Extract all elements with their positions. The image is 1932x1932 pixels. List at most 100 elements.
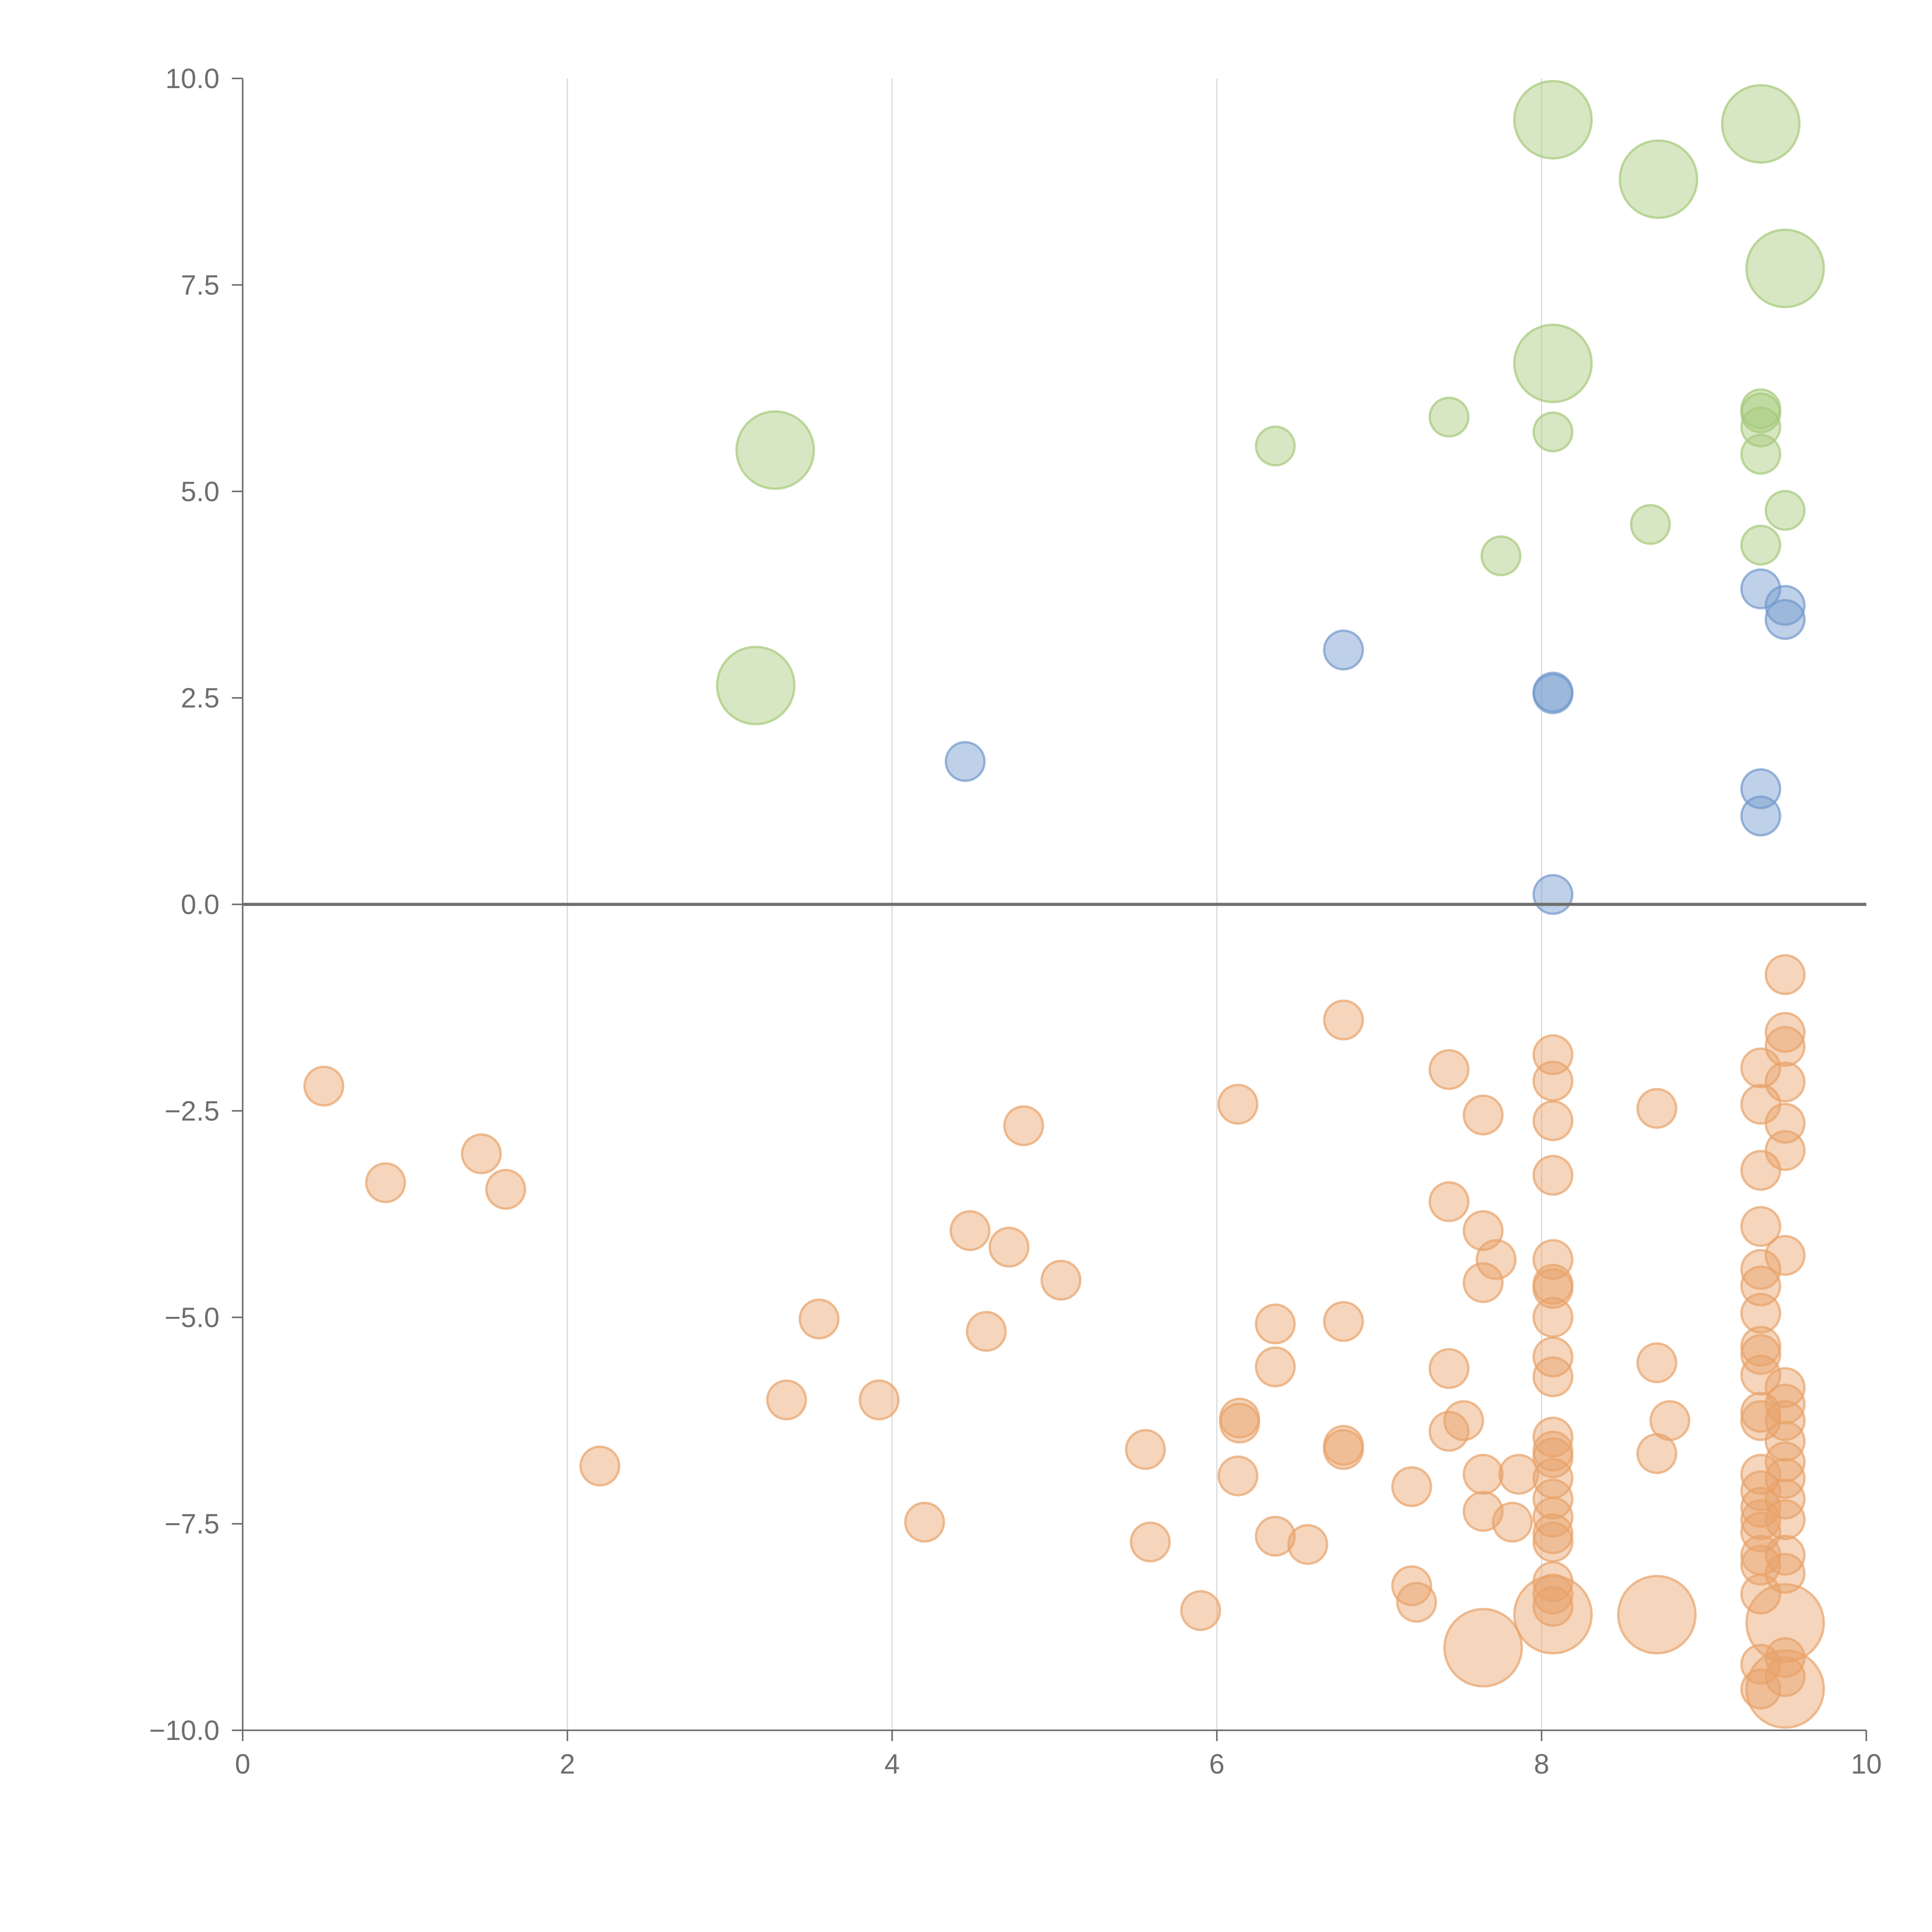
data-point [1764,1499,1806,1540]
data-point [949,1210,991,1251]
data-point [1429,1049,1470,1090]
data-point [1764,1656,1806,1697]
data-point [1740,1354,1781,1396]
data-point [1391,1565,1432,1606]
data-point [1764,1235,1806,1276]
data-point [1764,1012,1806,1053]
data-point [1740,1668,1781,1710]
data-point [716,646,796,726]
data-point [735,410,815,490]
data-point [1480,535,1522,577]
y-axis-ticks: 10.0 7.5 5.0 2.5 0.0 −2.5 −5.0 −7.5 −10.0 [149,63,243,1746]
data-point [1040,1260,1082,1301]
data-point [1764,1367,1806,1408]
data-point [1764,1383,1806,1425]
data-point [1745,1583,1825,1663]
data-point [1532,1521,1574,1563]
data-point [1463,1094,1504,1136]
data-point [1463,1262,1504,1303]
data-point [1532,1417,1574,1458]
data-point [1764,599,1806,640]
data-point [1513,80,1593,160]
data-point [1255,1303,1296,1345]
data-point [1323,999,1364,1041]
data-point [1429,1348,1470,1389]
data-point [798,1298,840,1340]
data-point [1740,434,1781,475]
x-tick-label: 2 [560,1749,575,1780]
y-tick-label: −2.5 [165,1096,219,1127]
data-point [1532,1155,1574,1196]
data-point [1532,411,1574,452]
data-point [1532,673,1574,714]
data-point [1764,1130,1806,1171]
data-point [1463,1454,1504,1495]
data-point [1429,1411,1470,1452]
data-point [303,1065,345,1107]
data-point [766,1379,807,1420]
data-point [1498,1454,1539,1495]
data-point [1532,1437,1574,1478]
data-point [1764,954,1806,995]
data-point [1532,1586,1574,1627]
data-point [461,1133,502,1175]
data-point [1619,139,1699,219]
data-point [1745,1649,1825,1729]
x-tick-label: 10 [1851,1749,1882,1780]
data-point [1513,323,1593,403]
y-tick-label: −5.0 [165,1302,219,1333]
data-point [1630,504,1671,545]
data-point [1740,524,1781,566]
data-point [1740,1206,1781,1247]
data-point [1255,425,1296,467]
data-point [1323,1429,1364,1470]
data-point [1391,1466,1432,1507]
data-point [1764,1458,1806,1499]
data-points [303,80,1825,1729]
y-tick-label: 0.0 [181,889,219,920]
data-point [1740,1470,1781,1512]
data-point [1255,1346,1296,1388]
data-point [1740,1644,1781,1685]
x-tick-label: 0 [235,1749,250,1780]
x-tick-label: 6 [1209,1749,1225,1780]
data-point [365,1162,406,1203]
data-point [1636,1342,1677,1383]
data-point [1125,1429,1166,1470]
data-point [1429,1181,1470,1222]
data-point [988,1226,1030,1268]
data-point [1255,1515,1296,1557]
data-point [1443,1400,1484,1441]
data-point [904,1502,945,1543]
data-point [1532,1239,1574,1280]
data-point [1443,1608,1523,1688]
y-tick-label: −7.5 [165,1509,219,1540]
data-point [1513,1575,1593,1655]
y-tick-label: 7.5 [181,270,219,301]
data-point [1219,1402,1260,1444]
data-point [1764,1400,1806,1441]
data-point [1745,228,1825,308]
data-point [1764,1553,1806,1594]
data-point [1617,1575,1697,1655]
data-point [1323,629,1364,671]
data-point [1740,1544,1781,1586]
data-point [1764,1420,1806,1462]
data-point [1740,1293,1781,1334]
y-tick-label: 2.5 [181,683,219,714]
data-point [1532,1100,1574,1141]
data-point [1532,1060,1574,1102]
data-point [1429,396,1470,438]
data-point [1532,1573,1574,1615]
x-axis-ticks: 0 2 4 6 8 10 [235,1730,1882,1780]
data-point [485,1168,526,1210]
data-point [1003,1105,1044,1146]
data-point [1532,874,1574,915]
data-point [1764,490,1806,531]
data-point [1764,1061,1806,1103]
data-point [1532,1497,1574,1538]
data-point [944,741,986,782]
data-point [1740,568,1781,609]
data-point [1721,84,1801,164]
